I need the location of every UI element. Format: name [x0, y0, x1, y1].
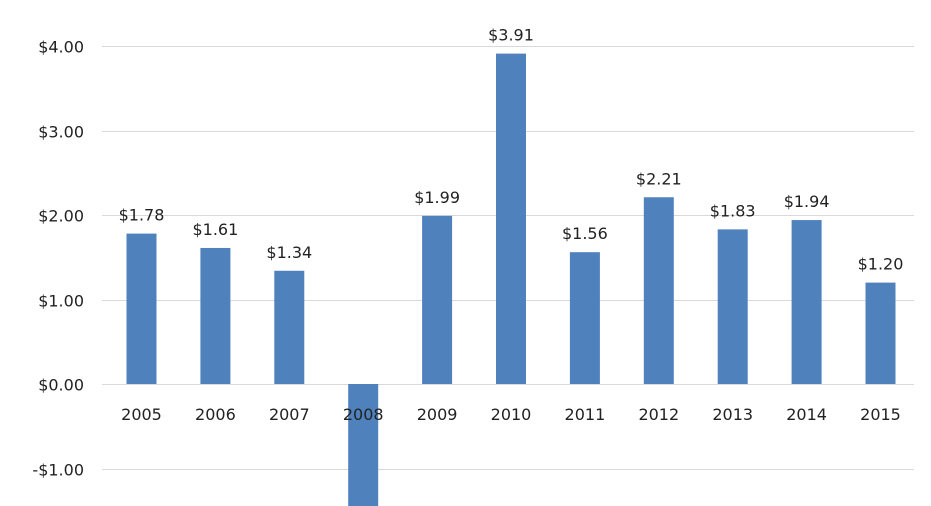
data-label: $1.94: [784, 192, 830, 211]
y-tick-label: $4.00: [38, 38, 84, 57]
y-tick-label: $2.00: [38, 207, 84, 226]
data-label: $1.83: [710, 201, 756, 220]
data-label: $2.21: [636, 169, 682, 188]
data-labels: $1.78 $1.61 $1.34 $1.99 $3.91 $1.56 $2.21 $1.83…: [119, 26, 904, 274]
x-tick-label: 2005: [121, 405, 162, 424]
data-label: $1.20: [858, 255, 904, 274]
data-label: $1.61: [192, 220, 238, 239]
x-tick-label: 2014: [786, 405, 827, 424]
x-tick-label: 2010: [491, 405, 532, 424]
bar-2014: [791, 220, 822, 384]
data-label: $1.34: [266, 243, 312, 262]
data-label: $3.91: [488, 26, 534, 45]
y-axis-ticks: $4.00 $3.00 $2.00 $1.00 $0.00 -$1.00: [32, 38, 84, 480]
y-tick-label: -$1.00: [32, 461, 84, 480]
x-tick-label: 2013: [712, 405, 753, 424]
y-tick-label: $3.00: [38, 123, 84, 142]
bar-2015: [865, 282, 896, 384]
x-tick-label: 2007: [269, 405, 310, 424]
bar-2013: [717, 229, 748, 384]
bar-2010: [496, 53, 526, 384]
bar-2009: [422, 215, 453, 384]
bar-2012: [643, 197, 674, 384]
x-tick-label: 2006: [195, 405, 236, 424]
y-tick-label: $1.00: [38, 292, 84, 311]
x-tick-label: 2015: [860, 405, 901, 424]
x-tick-label: 2008: [343, 405, 384, 424]
bar-2008: [348, 384, 379, 506]
bar-2006: [200, 247, 231, 384]
x-tick-label: 2011: [565, 405, 606, 424]
bars: [126, 53, 896, 506]
bar-2007: [274, 270, 305, 384]
data-label: $1.78: [119, 206, 165, 225]
x-tick-label: 2009: [417, 405, 458, 424]
x-axis-labels: 2005 2006 2007 2008 2009 2010 2011 2012 2013 2014…: [121, 405, 901, 424]
data-label: $1.56: [562, 224, 608, 243]
data-label: $1.99: [414, 188, 460, 207]
y-tick-label: $0.00: [38, 376, 84, 395]
bar-2005: [126, 233, 157, 384]
bar-2011: [569, 252, 600, 384]
x-tick-label: 2012: [638, 405, 679, 424]
